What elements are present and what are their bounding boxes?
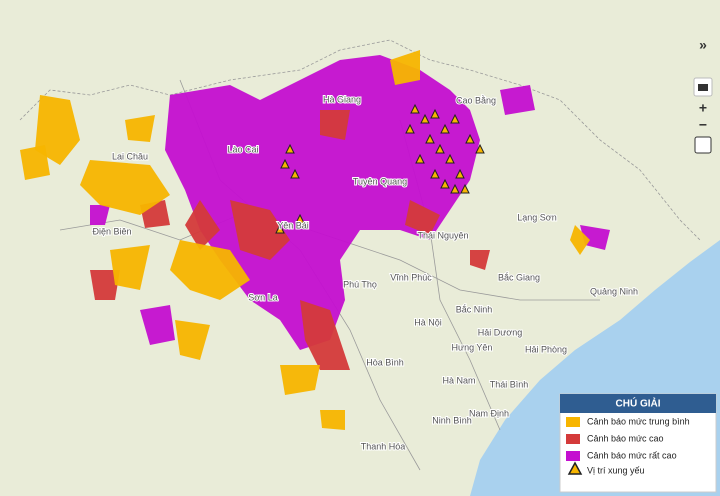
weak-point — [430, 168, 440, 179]
zone — [140, 305, 175, 345]
fullscreen-button[interactable] — [694, 136, 712, 154]
zone — [185, 200, 220, 250]
zone — [320, 410, 345, 430]
place-label: Thanh Hóa — [361, 441, 406, 451]
zone — [125, 115, 155, 142]
weak-points — [275, 103, 485, 234]
zone — [35, 95, 80, 165]
zone — [110, 245, 150, 290]
weak-point — [460, 183, 470, 194]
warning-zones — [20, 50, 610, 430]
place-labels: Lai Châu Lào Cai Hà Giang Cao Bằng Tuyên Qua… — [91, 93, 639, 452]
weak-point — [440, 123, 450, 134]
legend-label: Cảnh báo mức cao — [587, 433, 664, 443]
place-label: Vĩnh Phúc — [390, 272, 432, 282]
place-label: Nam Định — [469, 408, 509, 418]
legend-swatch — [566, 434, 580, 444]
zone — [20, 145, 50, 180]
place-label: Ninh Bình — [432, 415, 472, 425]
zone — [320, 110, 350, 140]
zone — [90, 205, 110, 225]
weak-point — [405, 123, 415, 134]
zone — [390, 50, 420, 85]
weak-point — [450, 113, 460, 124]
weak-point — [445, 153, 455, 164]
place-label: Hưng Yên — [452, 342, 493, 352]
weak-point — [275, 223, 285, 234]
weak-point — [420, 113, 430, 124]
weak-point — [430, 108, 440, 119]
place-label: Hà Giang — [323, 94, 361, 104]
place-label: Tuyên Quang — [353, 176, 407, 186]
place-label: Hà Nội — [414, 317, 442, 327]
weak-point — [415, 153, 425, 164]
weak-point — [465, 133, 475, 144]
place-label: Hòa Bình — [366, 357, 404, 367]
weak-point — [425, 133, 435, 144]
zone — [280, 365, 320, 395]
weak-point — [280, 158, 290, 169]
weak-point — [450, 183, 460, 194]
place-label: Cao Bằng — [456, 95, 496, 105]
country-border — [19, 39, 701, 241]
place-label: Bắc Ninh — [456, 304, 493, 314]
weak-point — [475, 143, 485, 154]
zone — [500, 85, 535, 115]
zone — [90, 270, 120, 300]
place-label: Hải Phòng — [525, 344, 567, 354]
zone — [570, 225, 590, 255]
weak-point — [435, 143, 445, 154]
legend-title: CHÚ GIẢI — [616, 397, 661, 410]
legend-swatch — [566, 451, 580, 461]
place-label: Hà Nam — [442, 375, 475, 385]
place-label: Điện Biên — [92, 226, 131, 236]
zone — [80, 160, 170, 215]
weak-point — [440, 178, 450, 189]
legend-label: Cảnh báo mức rất cao — [587, 450, 677, 460]
legend-items: Cảnh báo mức trung bình Cảnh báo mức cao C… — [566, 416, 690, 461]
place-label: Quảng Ninh — [590, 286, 638, 296]
marker-swatch — [567, 461, 583, 475]
legend-swatch — [566, 417, 580, 427]
zone — [175, 320, 210, 360]
zoom-in-button[interactable]: + — [699, 100, 707, 116]
place-label: Lạng Sơn — [517, 212, 556, 222]
print-icon — [698, 84, 708, 91]
place-label: Lai Châu — [112, 151, 148, 161]
legend-label: Cảnh báo mức trung bình — [587, 416, 690, 426]
legend-label: Vị trí xung yếu — [587, 465, 645, 475]
place-label: Bắc Giang — [498, 272, 540, 282]
weak-point — [285, 143, 295, 154]
weak-point — [290, 168, 300, 179]
zoom-out-button[interactable]: − — [699, 117, 707, 133]
legend-header — [560, 394, 716, 413]
weak-point — [410, 103, 420, 114]
weak-point — [455, 168, 465, 179]
zone — [470, 250, 490, 270]
place-label: Lào Cai — [227, 144, 258, 154]
zone — [170, 240, 250, 300]
place-label: Hải Dương — [478, 327, 522, 337]
place-label: Sơn La — [248, 292, 277, 302]
place-label: Thái Nguyên — [417, 230, 468, 240]
place-label: Thái Bình — [490, 379, 529, 389]
collapse-button[interactable]: » — [699, 37, 707, 53]
zone — [300, 300, 350, 370]
place-label: Phú Thọ — [343, 279, 377, 289]
weak-point — [295, 213, 305, 224]
place-label: Yên Bái — [277, 220, 309, 230]
zone — [230, 200, 290, 260]
zone — [405, 200, 440, 235]
